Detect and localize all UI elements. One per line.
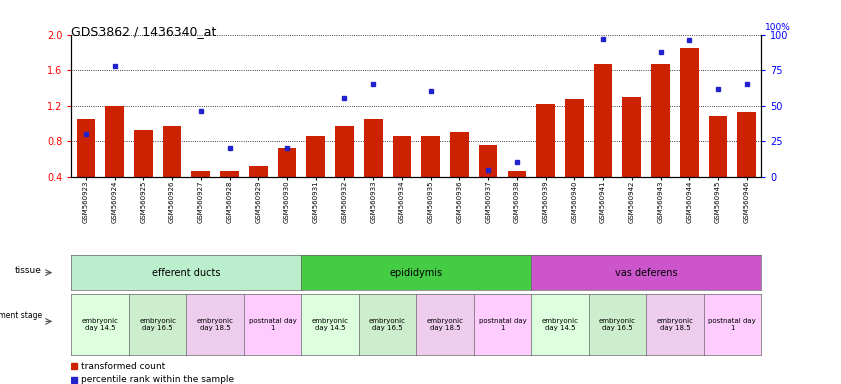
Text: embryonic
day 18.5: embryonic day 18.5	[426, 318, 463, 331]
Text: percentile rank within the sample: percentile rank within the sample	[81, 375, 234, 384]
Bar	[364, 119, 383, 177]
Bar	[450, 132, 468, 177]
Text: epididymis: epididymis	[389, 268, 443, 278]
Text: GDS3862 / 1436340_at: GDS3862 / 1436340_at	[71, 25, 217, 38]
Bar	[537, 104, 555, 177]
Bar	[249, 166, 267, 177]
Text: embryonic
day 18.5: embryonic day 18.5	[197, 318, 234, 331]
Bar	[162, 126, 182, 177]
Bar	[220, 171, 239, 177]
Text: embryonic
day 14.5: embryonic day 14.5	[82, 318, 119, 331]
Text: development stage: development stage	[0, 311, 42, 320]
Text: embryonic
day 18.5: embryonic day 18.5	[657, 318, 693, 331]
Bar	[192, 171, 210, 177]
Text: 100%: 100%	[765, 23, 791, 32]
Bar	[393, 136, 411, 177]
Bar	[278, 148, 296, 177]
Bar	[335, 126, 354, 177]
Text: postnatal day
1: postnatal day 1	[479, 318, 526, 331]
Text: postnatal day
1: postnatal day 1	[249, 318, 297, 331]
Bar	[709, 116, 727, 177]
Text: embryonic
day 14.5: embryonic day 14.5	[312, 318, 348, 331]
Bar	[622, 97, 641, 177]
Text: vas deferens: vas deferens	[615, 268, 678, 278]
Bar	[594, 64, 612, 177]
Bar	[565, 99, 584, 177]
Bar	[134, 129, 153, 177]
Bar	[651, 64, 670, 177]
Bar	[421, 136, 440, 177]
Text: embryonic
day 16.5: embryonic day 16.5	[140, 318, 176, 331]
Text: transformed count: transformed count	[81, 361, 165, 371]
Bar	[738, 112, 756, 177]
Bar	[507, 171, 526, 177]
Bar	[105, 106, 124, 177]
Bar	[77, 119, 95, 177]
Text: embryonic
day 16.5: embryonic day 16.5	[369, 318, 406, 331]
Bar	[479, 145, 498, 177]
Bar	[306, 136, 325, 177]
Text: efferent ducts: efferent ducts	[152, 268, 220, 278]
Text: tissue: tissue	[15, 266, 42, 275]
Bar	[680, 48, 699, 177]
Text: embryonic
day 16.5: embryonic day 16.5	[599, 318, 636, 331]
Text: embryonic
day 14.5: embryonic day 14.5	[542, 318, 579, 331]
Text: postnatal day
1: postnatal day 1	[708, 318, 756, 331]
